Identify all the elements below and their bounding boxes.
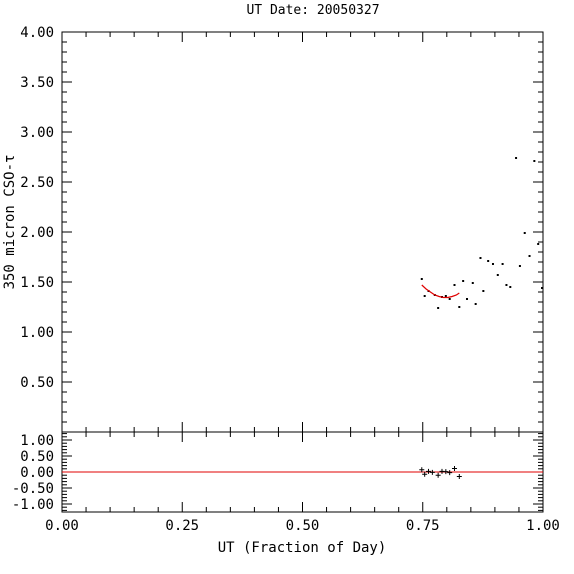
residual-tick-label: -1.00 bbox=[12, 497, 54, 513]
data-point bbox=[458, 306, 461, 308]
y-tick-label: 1.00 bbox=[20, 325, 54, 341]
data-point bbox=[496, 274, 499, 276]
residual-point bbox=[422, 471, 428, 477]
residual-tick-label: 0.50 bbox=[20, 449, 54, 465]
x-ticks: 0.00 0.25 0.50 0.75 1.00 bbox=[45, 32, 560, 534]
data-point bbox=[482, 290, 485, 292]
data-point bbox=[448, 298, 451, 300]
residual-ticks: 1.000.500.00-0.50-1.00 bbox=[12, 433, 543, 513]
data-point bbox=[491, 263, 494, 265]
data-point bbox=[423, 295, 426, 297]
data-point bbox=[518, 265, 521, 267]
y-tick-label: 3.00 bbox=[20, 125, 54, 141]
main-ticks: 0.50 1.00 1.50 2.00 2.50 3.00 3.50 4.00 bbox=[20, 25, 543, 423]
residual-point bbox=[447, 470, 453, 476]
residual-tick-label: 0.00 bbox=[20, 465, 54, 481]
data-point bbox=[479, 257, 482, 259]
data-point bbox=[509, 286, 512, 288]
data-point bbox=[437, 307, 440, 309]
residual-point bbox=[443, 469, 449, 475]
residual-point bbox=[419, 467, 425, 473]
residual-point bbox=[429, 469, 435, 475]
data-point bbox=[541, 287, 544, 289]
residual-tick-label: 1.00 bbox=[20, 433, 54, 449]
chart-title: UT Date: 20050327 bbox=[246, 3, 379, 18]
main-points bbox=[420, 157, 544, 309]
data-point bbox=[505, 284, 508, 286]
main-plot-frame bbox=[61, 31, 544, 433]
data-point bbox=[515, 157, 518, 159]
y-axis-label: 350 micron CSO-τ bbox=[2, 155, 18, 290]
y-tick-label: 4.00 bbox=[20, 25, 54, 41]
data-point bbox=[528, 255, 531, 257]
residual-point bbox=[426, 468, 432, 474]
residual-points bbox=[419, 465, 462, 479]
fit-curve-group bbox=[421, 284, 460, 299]
y-tick-label: 2.00 bbox=[20, 225, 54, 241]
residual-point bbox=[456, 473, 462, 479]
x-tick-label: 0.00 bbox=[45, 518, 79, 534]
data-point bbox=[533, 160, 536, 162]
data-point bbox=[462, 280, 465, 282]
residual-point bbox=[451, 465, 457, 471]
data-point bbox=[453, 284, 456, 286]
residual-tick-label: -0.50 bbox=[12, 481, 54, 497]
x-tick-label: 0.25 bbox=[165, 518, 199, 534]
y-tick-label: 1.50 bbox=[20, 275, 54, 291]
data-point bbox=[471, 282, 474, 284]
x-tick-label: 0.75 bbox=[406, 518, 440, 534]
data-point bbox=[466, 298, 469, 300]
data-point bbox=[501, 263, 504, 265]
x-axis-label: UT (Fraction of Day) bbox=[218, 540, 387, 556]
data-point bbox=[444, 295, 447, 297]
fit-curve bbox=[421, 284, 460, 299]
x-tick-label: 0.50 bbox=[286, 518, 320, 534]
y-tick-label: 3.50 bbox=[20, 75, 54, 91]
data-point bbox=[474, 303, 477, 305]
data-point bbox=[420, 278, 423, 280]
data-point bbox=[537, 243, 540, 245]
y-tick-label: 0.50 bbox=[20, 375, 54, 391]
x-tick-label: 1.00 bbox=[526, 518, 560, 534]
data-point bbox=[487, 260, 490, 262]
data-point bbox=[523, 232, 526, 234]
y-tick-label: 2.50 bbox=[20, 175, 54, 191]
residual-point bbox=[435, 472, 441, 478]
